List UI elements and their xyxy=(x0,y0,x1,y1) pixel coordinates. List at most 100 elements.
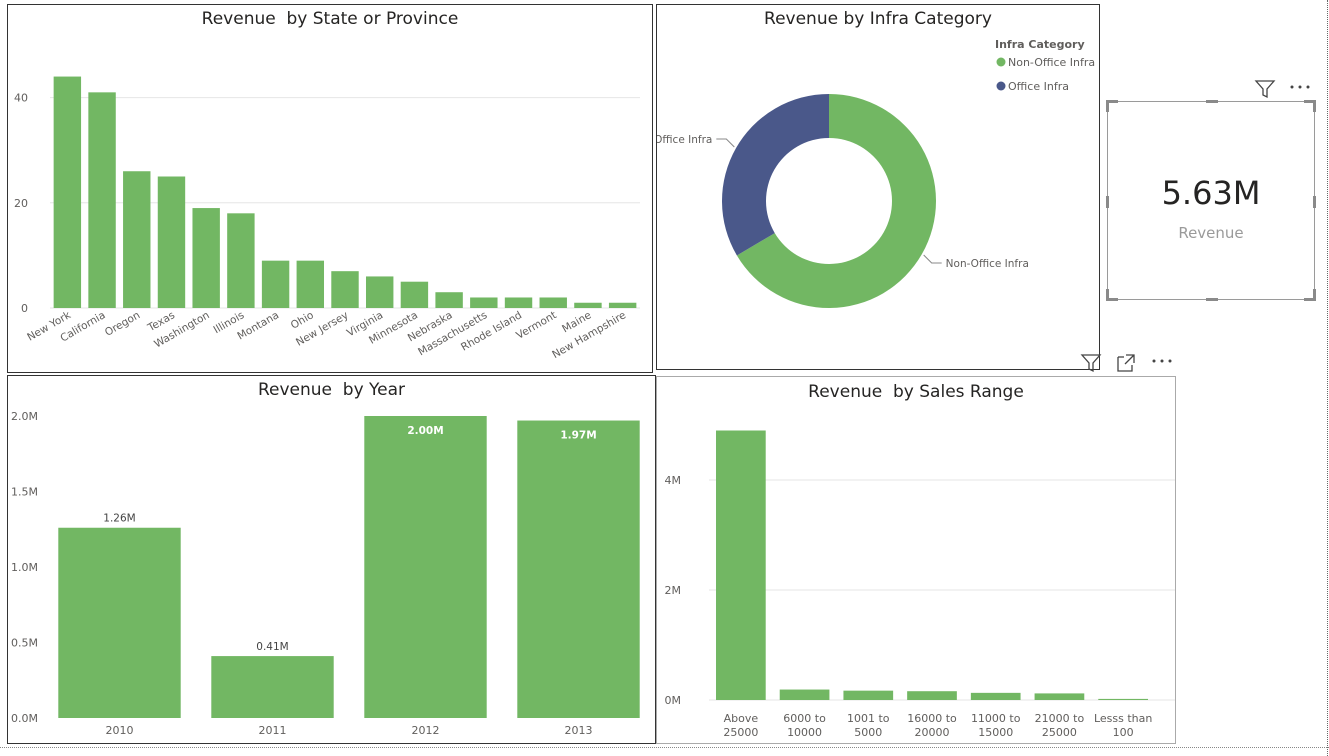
revenue-by-state-chart[interactable]: Revenue by State or Province 0 20 40 New Yo… xyxy=(7,4,653,373)
bar xyxy=(716,430,766,700)
pie-slice xyxy=(722,94,829,256)
legend-marker xyxy=(996,81,1006,91)
x-tick-label: 16000 to xyxy=(907,712,957,725)
x-tick-label: 25000 xyxy=(1042,726,1077,739)
bar xyxy=(53,76,82,308)
bar xyxy=(1034,693,1085,700)
revenue-card[interactable]: 5.63M Revenue xyxy=(1106,100,1316,301)
x-tick-label: Oregon xyxy=(103,309,142,339)
legend-entry: Office Infra xyxy=(1008,80,1069,93)
revenue-by-infra-chart[interactable]: Revenue by Infra Category Non-Office Inf… xyxy=(656,4,1100,370)
bar xyxy=(157,176,186,308)
x-tick-label: 2010 xyxy=(106,724,134,737)
filter-icon[interactable] xyxy=(1254,78,1276,100)
resize-handle[interactable] xyxy=(1304,100,1316,103)
leader-line xyxy=(716,138,735,148)
y-tick-label: 0.5M xyxy=(11,637,38,650)
y-tick-label: 2.0M xyxy=(11,410,38,423)
data-label: 1.97M xyxy=(560,430,596,442)
more-options-icon[interactable] xyxy=(1150,356,1174,366)
chart-title: Revenue by Year xyxy=(257,380,406,400)
bar xyxy=(843,690,894,700)
chart-title: Revenue by Sales Range xyxy=(808,382,1024,402)
legend-title: Infra Category xyxy=(995,38,1085,51)
legend-marker xyxy=(996,57,1006,67)
x-tick-label: 1001 to xyxy=(847,712,890,725)
bar xyxy=(608,302,637,308)
revenue-by-sales-range-chart[interactable]: Revenue by Sales Range 0M 2M 4M Above 25000 6… xyxy=(656,376,1176,744)
resize-handle[interactable] xyxy=(1304,298,1316,301)
data-label: 0.41M xyxy=(256,641,288,653)
resize-handle[interactable] xyxy=(1313,289,1316,301)
data-label: Office Infra xyxy=(657,134,712,146)
chart-title: Revenue by State or Province xyxy=(201,9,459,29)
card-value: 5.63M xyxy=(1161,174,1261,212)
x-tick-label: 5000 xyxy=(854,726,882,739)
focus-mode-icon[interactable] xyxy=(1115,352,1137,374)
revenue-by-year-chart[interactable]: Revenue by Year 0.0M 0.5M 1.0M 1.5M 2.0M 1.26… xyxy=(7,375,656,744)
bar xyxy=(970,692,1021,700)
bar xyxy=(574,302,602,308)
infra-donut-plot: Non-Office Infra Office Infra Infra Catego… xyxy=(657,38,1095,308)
bar xyxy=(211,656,334,718)
x-tick-label: Vermont xyxy=(514,309,558,342)
filter-icon[interactable] xyxy=(1080,352,1102,374)
x-tick-label: 2013 xyxy=(565,724,593,737)
card-label: Revenue xyxy=(1178,224,1244,242)
bar xyxy=(227,213,255,308)
data-label: 2.00M xyxy=(407,425,443,437)
x-tick-label: 2012 xyxy=(412,724,440,737)
bar xyxy=(58,527,181,718)
resize-handle[interactable] xyxy=(1313,100,1316,112)
bar xyxy=(907,691,957,700)
bar xyxy=(400,281,429,308)
data-label: 1.26M xyxy=(103,513,135,525)
bar xyxy=(261,260,290,308)
x-tick-label: 15000 xyxy=(978,726,1013,739)
x-tick-label: 6000 to xyxy=(783,712,826,725)
bar xyxy=(123,171,151,308)
y-tick-label: 1.5M xyxy=(11,486,38,499)
bar xyxy=(1098,698,1148,700)
resize-handle[interactable] xyxy=(1206,298,1218,301)
x-tick-label: 100 xyxy=(1113,726,1134,739)
bar xyxy=(517,420,640,718)
y-tick-label: 0.0M xyxy=(11,712,38,725)
more-options-icon[interactable] xyxy=(1288,82,1312,92)
legend-entry: Non-Office Infra xyxy=(1008,56,1095,69)
x-tick-label: 11000 to xyxy=(971,712,1021,725)
bar xyxy=(504,297,533,308)
y-tick-label: 0M xyxy=(665,694,682,707)
bar xyxy=(331,271,359,308)
page-boundary-bottom xyxy=(0,747,1329,748)
y-tick-label: 1.0M xyxy=(11,561,38,574)
x-tick-label: Lesss than xyxy=(1094,712,1152,725)
pie-slice xyxy=(736,94,936,308)
bar xyxy=(539,297,567,308)
bar xyxy=(364,416,487,718)
y-tick-label: 2M xyxy=(665,584,682,597)
resize-handle[interactable] xyxy=(1106,100,1109,112)
resize-handle[interactable] xyxy=(1106,196,1109,208)
resize-handle[interactable] xyxy=(1106,100,1118,103)
resize-handle[interactable] xyxy=(1106,289,1109,301)
y-tick-label: 4M xyxy=(665,474,682,487)
bar xyxy=(470,297,498,308)
resize-handle[interactable] xyxy=(1106,298,1118,301)
resize-handle[interactable] xyxy=(1313,196,1316,208)
page-boundary xyxy=(1327,0,1328,756)
x-tick-label: 20000 xyxy=(915,726,950,739)
resize-handle[interactable] xyxy=(1206,100,1218,103)
y-tick-label: 20 xyxy=(14,197,28,210)
x-tick-label: 2011 xyxy=(259,724,287,737)
bar xyxy=(365,276,394,308)
bar xyxy=(296,260,325,308)
x-tick-label: 10000 xyxy=(787,726,822,739)
x-tick-label: 25000 xyxy=(723,726,758,739)
chart-title: Revenue by Infra Category xyxy=(764,9,992,29)
data-label: Non-Office Infra xyxy=(946,258,1029,270)
x-tick-label: 21000 to xyxy=(1035,712,1085,725)
bar xyxy=(435,292,463,308)
